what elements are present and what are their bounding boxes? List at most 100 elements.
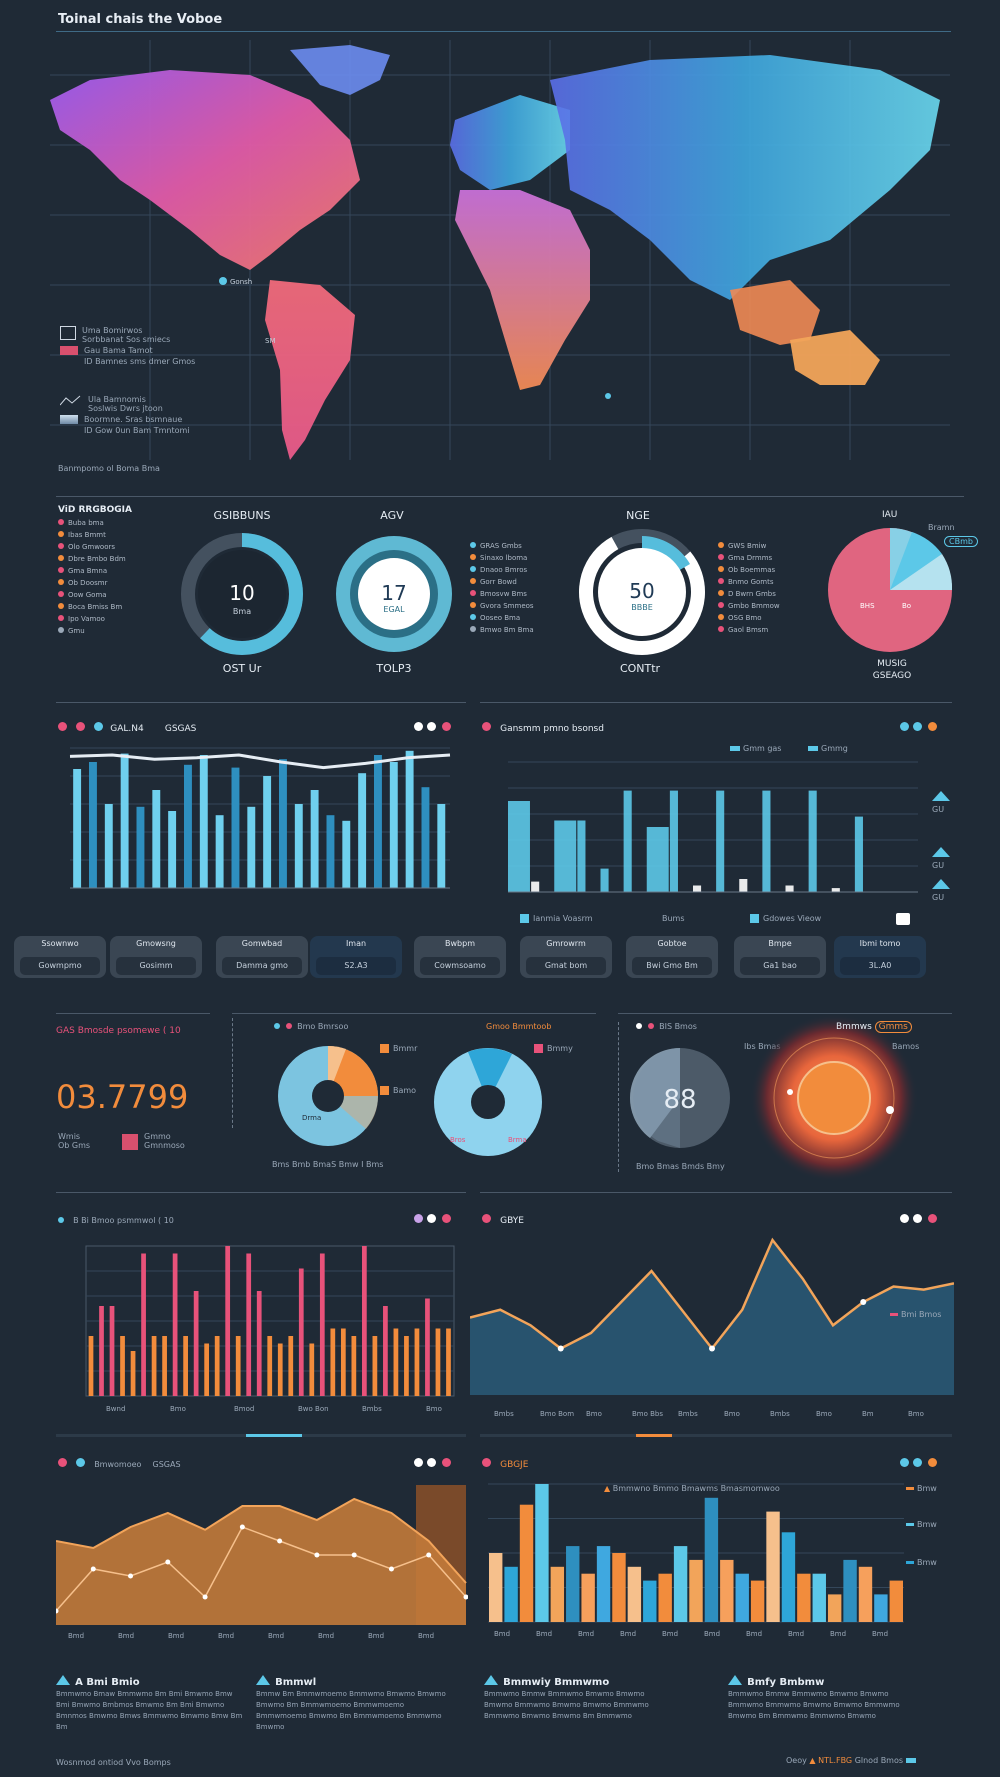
scroll-track[interactable]: [480, 1434, 952, 1437]
legend-item: Bmw: [906, 1558, 937, 1567]
bar: [623, 790, 632, 892]
legend-swatch: [60, 346, 78, 355]
bar: [577, 820, 586, 892]
bar: [673, 1546, 688, 1622]
triangle-up-icon: [932, 879, 950, 889]
x-tick-label: Bmd: [536, 1630, 552, 1638]
x-tick-label: Bmd: [494, 1630, 510, 1638]
radial-tag-3: Bamos: [892, 1042, 920, 1051]
ring-title: NGE: [626, 509, 650, 522]
pie-label: BHS: [860, 602, 875, 610]
pie-bottom-label: MUSIG: [877, 659, 907, 669]
data-point: [426, 1552, 432, 1558]
bar: [319, 1253, 325, 1396]
triangle-icon: [728, 1675, 742, 1685]
bar: [762, 790, 771, 892]
note-2: Bmmwl Bmmw Bm Bmmwmoemo Bmmwmo Bmwmo Bmw…: [256, 1675, 446, 1731]
metric-card[interactable]: Gmowsng Gosimm: [110, 936, 202, 978]
x-tick-label: Bmd: [318, 1632, 334, 1640]
bar: [183, 1336, 188, 1396]
legend-item: Bums: [662, 914, 685, 923]
bar: [693, 885, 702, 892]
metric-card[interactable]: Gmrowrm Gmat bom: [520, 936, 612, 978]
x-tick-label: Bmd: [620, 1630, 636, 1638]
legend-item: Gmu: [58, 625, 178, 637]
right-kpi-label: Ibs Bmas: [744, 1042, 781, 1051]
legend-item: D Bwrn Gmbs: [718, 588, 828, 600]
data-point: [388, 1566, 394, 1572]
bar: [612, 1553, 626, 1622]
ring-gauge-1: 10 Bma: [181, 533, 303, 655]
kpi-sub-right: Gmmo Gmnmoso: [144, 1132, 185, 1150]
divider: [232, 1018, 234, 1128]
bar: [326, 815, 335, 888]
x-tick-label: Bmd: [662, 1630, 678, 1638]
bar: [812, 1573, 826, 1622]
bar: [298, 1268, 304, 1396]
trend-icon: [60, 395, 81, 406]
rings-mid-legend: GRAS Gmbs Sinaxo lboma Dnaoo Bmros Gorr …: [470, 540, 580, 636]
legend-line: Boormne. Sras bsmnaue: [84, 415, 183, 424]
bar: [446, 1328, 451, 1396]
metric-card[interactable]: Ibmi tomo 3L.A0: [834, 936, 926, 978]
bar: [735, 1573, 749, 1622]
right-markers: GU GU GU: [932, 786, 950, 902]
bar: [437, 804, 446, 888]
bar: [720, 1559, 734, 1622]
legend-line: Uma Bomirwos: [82, 326, 143, 335]
data-point: [128, 1573, 134, 1579]
legend-item: Gmbo Bmmow: [718, 600, 828, 612]
bar: [231, 767, 240, 888]
x-tick-label: Bmo: [816, 1410, 832, 1418]
metric-card[interactable]: Iman S2.A3: [310, 936, 402, 978]
metric-card[interactable]: Bmpe Ga1 bao: [734, 936, 826, 978]
divider: [56, 1013, 210, 1014]
orange-area-chart: Bmd Bmd Bmd Bmd Bmd Bmd Bmd Bmd: [56, 1485, 468, 1640]
divider: [232, 1013, 596, 1014]
ring-sub: Bma: [233, 607, 251, 616]
bar: [162, 1336, 167, 1396]
pie-label: Bo: [902, 602, 911, 610]
bar: [184, 764, 192, 888]
bar: [310, 790, 319, 888]
bar: [504, 1566, 518, 1622]
triangle-up-icon: [932, 847, 950, 857]
metric-card[interactable]: Gobtoe Bwi Gmo Bm: [626, 936, 718, 978]
legend-item: Gma Bmna: [58, 565, 178, 577]
bar: [889, 1580, 903, 1622]
metric-card[interactable]: Ssownwo Gowmpmo: [14, 936, 106, 978]
data-point: [860, 1299, 867, 1305]
donut-header: Bmo Bmrsoo: [274, 1022, 348, 1031]
bar: [874, 1594, 888, 1622]
bar: [383, 1306, 388, 1396]
kpi-big-value: 03.7799: [56, 1078, 189, 1116]
metric-card[interactable]: Gomwbad Damma gmo: [216, 936, 308, 978]
bar: [781, 1532, 796, 1622]
pink-header: B Bi Bmoo psmmwol ( 10: [58, 1208, 174, 1227]
legend-item: Bmwo Bm Bma: [470, 624, 580, 636]
bar: [643, 1580, 657, 1622]
map-marker-label: Gonsh: [230, 278, 252, 286]
bar: [519, 1504, 534, 1622]
data-point: [351, 1552, 357, 1558]
kpi-swatch: [122, 1134, 138, 1150]
bar: [489, 1553, 503, 1622]
x-tick-label: Bmd: [746, 1630, 762, 1638]
note-4: Bmfy Bmbmw Bmmwmo Bmmw Bmmwmo Bmwmo Bmwm…: [728, 1675, 900, 1720]
scroll-track[interactable]: [56, 1434, 466, 1437]
x-tick-label: Bmd: [578, 1630, 594, 1638]
metric-card[interactable]: Bwbpm Cowmsoamo: [414, 936, 506, 978]
export-icon[interactable]: [896, 913, 910, 925]
bar: [120, 753, 129, 888]
multi-bar-chart: Bmd Bmd Bmd Bmd Bmd Bmd Bmd Bmd Bmd Bmd: [488, 1483, 904, 1638]
x-tick-label: Bm: [862, 1410, 874, 1418]
x-tick-label: Bmd: [268, 1632, 284, 1640]
legend-item: Ipo Vamoo: [58, 613, 178, 625]
bar: [362, 1246, 367, 1396]
bar: [689, 1559, 703, 1622]
bar: [535, 1484, 549, 1622]
data-point: [165, 1559, 171, 1565]
bar: [831, 888, 840, 892]
x-tick-label: Bmd: [368, 1632, 384, 1640]
ring-bottom-label: OST Ur: [222, 662, 262, 675]
